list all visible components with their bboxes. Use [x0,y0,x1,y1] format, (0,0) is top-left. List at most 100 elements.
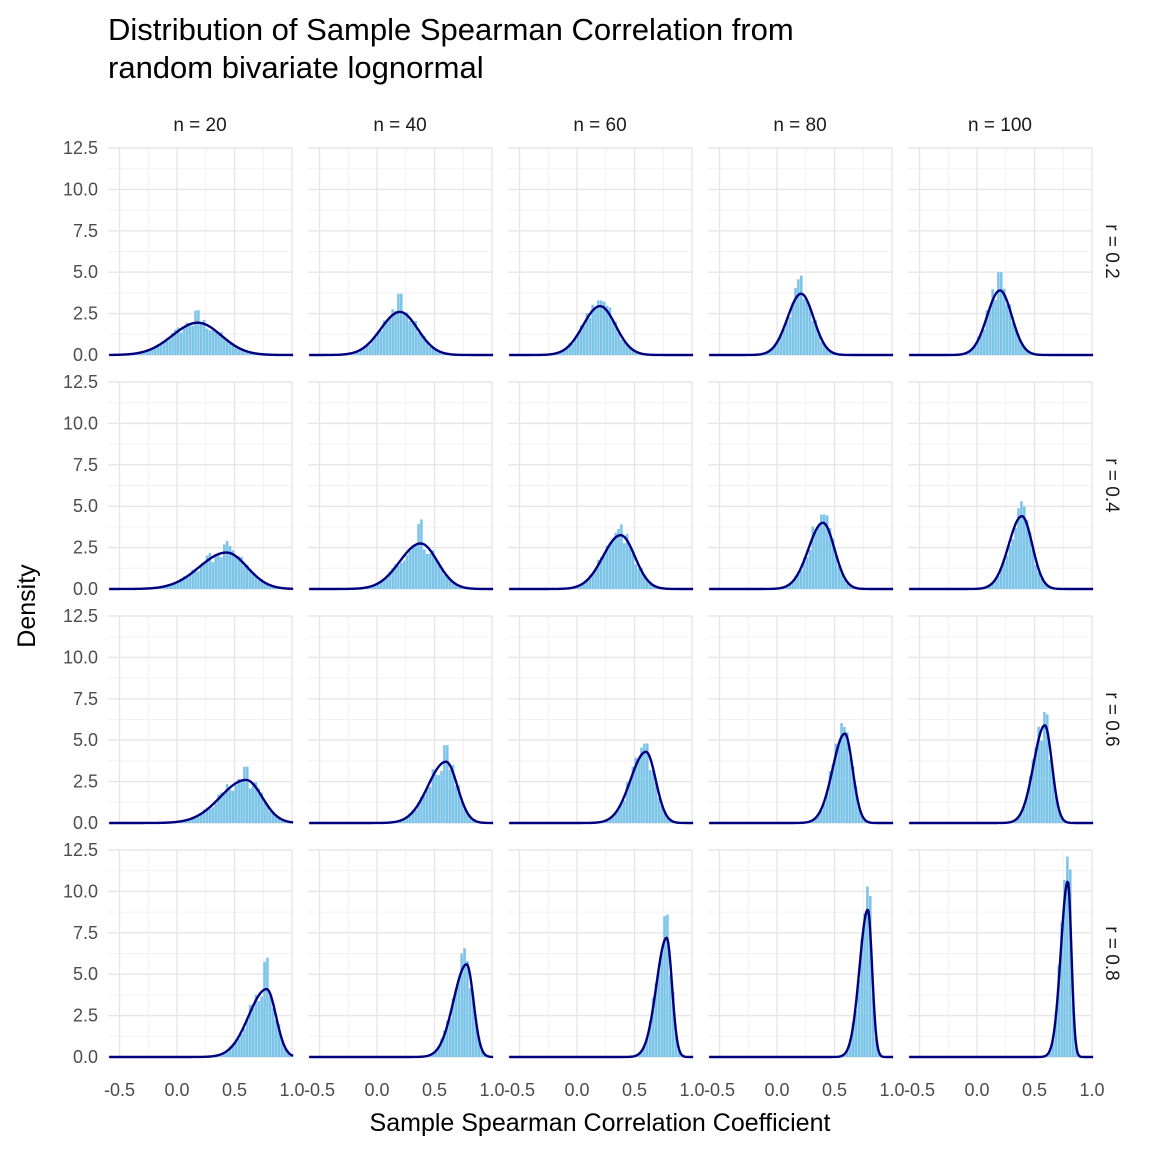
x-axis-title: Sample Spearman Correlation Coefficient [370,1109,831,1137]
histogram-bar [1046,714,1049,823]
histogram-bar [185,575,189,589]
histogram-bar [1069,869,1072,1057]
histogram-bar [191,325,194,355]
y-tick-label: 7.5 [73,689,98,709]
histogram-bar [660,804,663,823]
histogram-bar [597,300,600,355]
y-tick-label: 7.5 [73,221,98,241]
histogram-bar [582,583,586,589]
histogram-bar [1066,856,1069,1057]
y-tick-label: 10.0 [63,647,98,667]
histogram-bar [614,532,617,589]
histogram-bar [260,792,263,823]
histogram-bar [202,563,206,589]
histogram-bar [405,312,409,355]
column-strip-label: n = 60 [573,115,626,136]
histogram-bar [434,558,438,589]
density-curve [108,551,294,591]
density-curve [708,908,894,1059]
histogram-bar [782,329,786,355]
histogram-bar [174,582,177,589]
histogram-bar [820,810,823,823]
histogram-bar [811,526,815,589]
histogram-bar [162,341,166,355]
histogram-bar [205,555,209,589]
histogram-bar [400,293,403,355]
histogram-bar [817,814,820,823]
row-strip-label: r = 0.8 [1101,926,1122,980]
histogram-bar [1014,819,1017,823]
histogram-bar [240,556,243,589]
histogram-bar [240,349,243,355]
histogram-bar [617,332,620,355]
histogram-bar [214,556,217,589]
histogram-bar [628,347,632,355]
histogram-bar [283,1047,286,1057]
histogram-bar [651,584,655,589]
histogram-bar [588,317,592,355]
histogram-bar [848,757,852,823]
histogram-bar [269,995,272,1057]
histogram-bar [620,524,623,589]
histogram-bar [177,327,180,355]
histogram-bar [1014,328,1017,355]
histogram-bar [208,330,212,355]
histogram-bar [211,807,215,823]
histogram-bar [614,811,617,823]
histogram-bar [640,1050,643,1057]
histogram-bar [559,351,563,355]
density-curve [308,310,494,357]
histogram-bar [565,348,569,355]
histogram-bar [185,322,189,355]
histogram-bar [600,300,603,355]
x-tick-label: 0.0 [764,1080,789,1100]
histogram-bar [246,564,249,589]
histogram-bar [234,1042,238,1057]
histogram-bar [225,540,229,589]
histogram-bar [594,308,597,355]
density-curve [308,542,494,591]
histogram-bar [634,351,638,355]
histogram-bar [440,1038,443,1057]
histogram-bar [991,289,994,355]
histogram-bar [1023,506,1026,589]
histogram-bar [828,528,832,589]
histogram-bar [437,351,440,355]
histogram-bar [846,1050,849,1057]
histogram-bar [562,349,566,355]
histogram-bar [840,569,843,589]
histogram-bar [208,552,212,589]
histogram-bar [982,329,986,355]
histogram-bar [1060,922,1063,1057]
histogram-bar [234,784,238,823]
histogram-bar [394,310,397,355]
histogram-bar [648,769,652,823]
histogram-bar [634,757,638,823]
histogram-bar [857,979,861,1057]
histogram-bar [185,820,189,823]
histogram-bar [1020,812,1023,823]
histogram-bar [274,816,278,823]
histogram-bar [834,743,838,823]
histogram-bar [669,975,672,1057]
x-tick-label: 0.0 [164,1080,189,1100]
histogram-bar [991,582,994,589]
histogram-bar [182,327,186,355]
histogram-bar [1054,1011,1058,1057]
histogram-bar [1048,759,1052,823]
histogram-bar [579,325,583,355]
histogram-bar [374,583,377,589]
histogram-bar [1031,759,1035,823]
histogram-bar [605,545,609,589]
histogram-bar [420,519,423,589]
histogram-bar [231,550,235,589]
histogram-bar [277,1024,281,1057]
histogram-bar [417,802,420,823]
histogram-bar [843,726,846,823]
density-curve [908,514,1094,591]
histogram-bar [805,557,809,589]
histogram-bar [666,914,669,1057]
histogram-bar [243,565,246,589]
histogram-bar [385,577,389,589]
